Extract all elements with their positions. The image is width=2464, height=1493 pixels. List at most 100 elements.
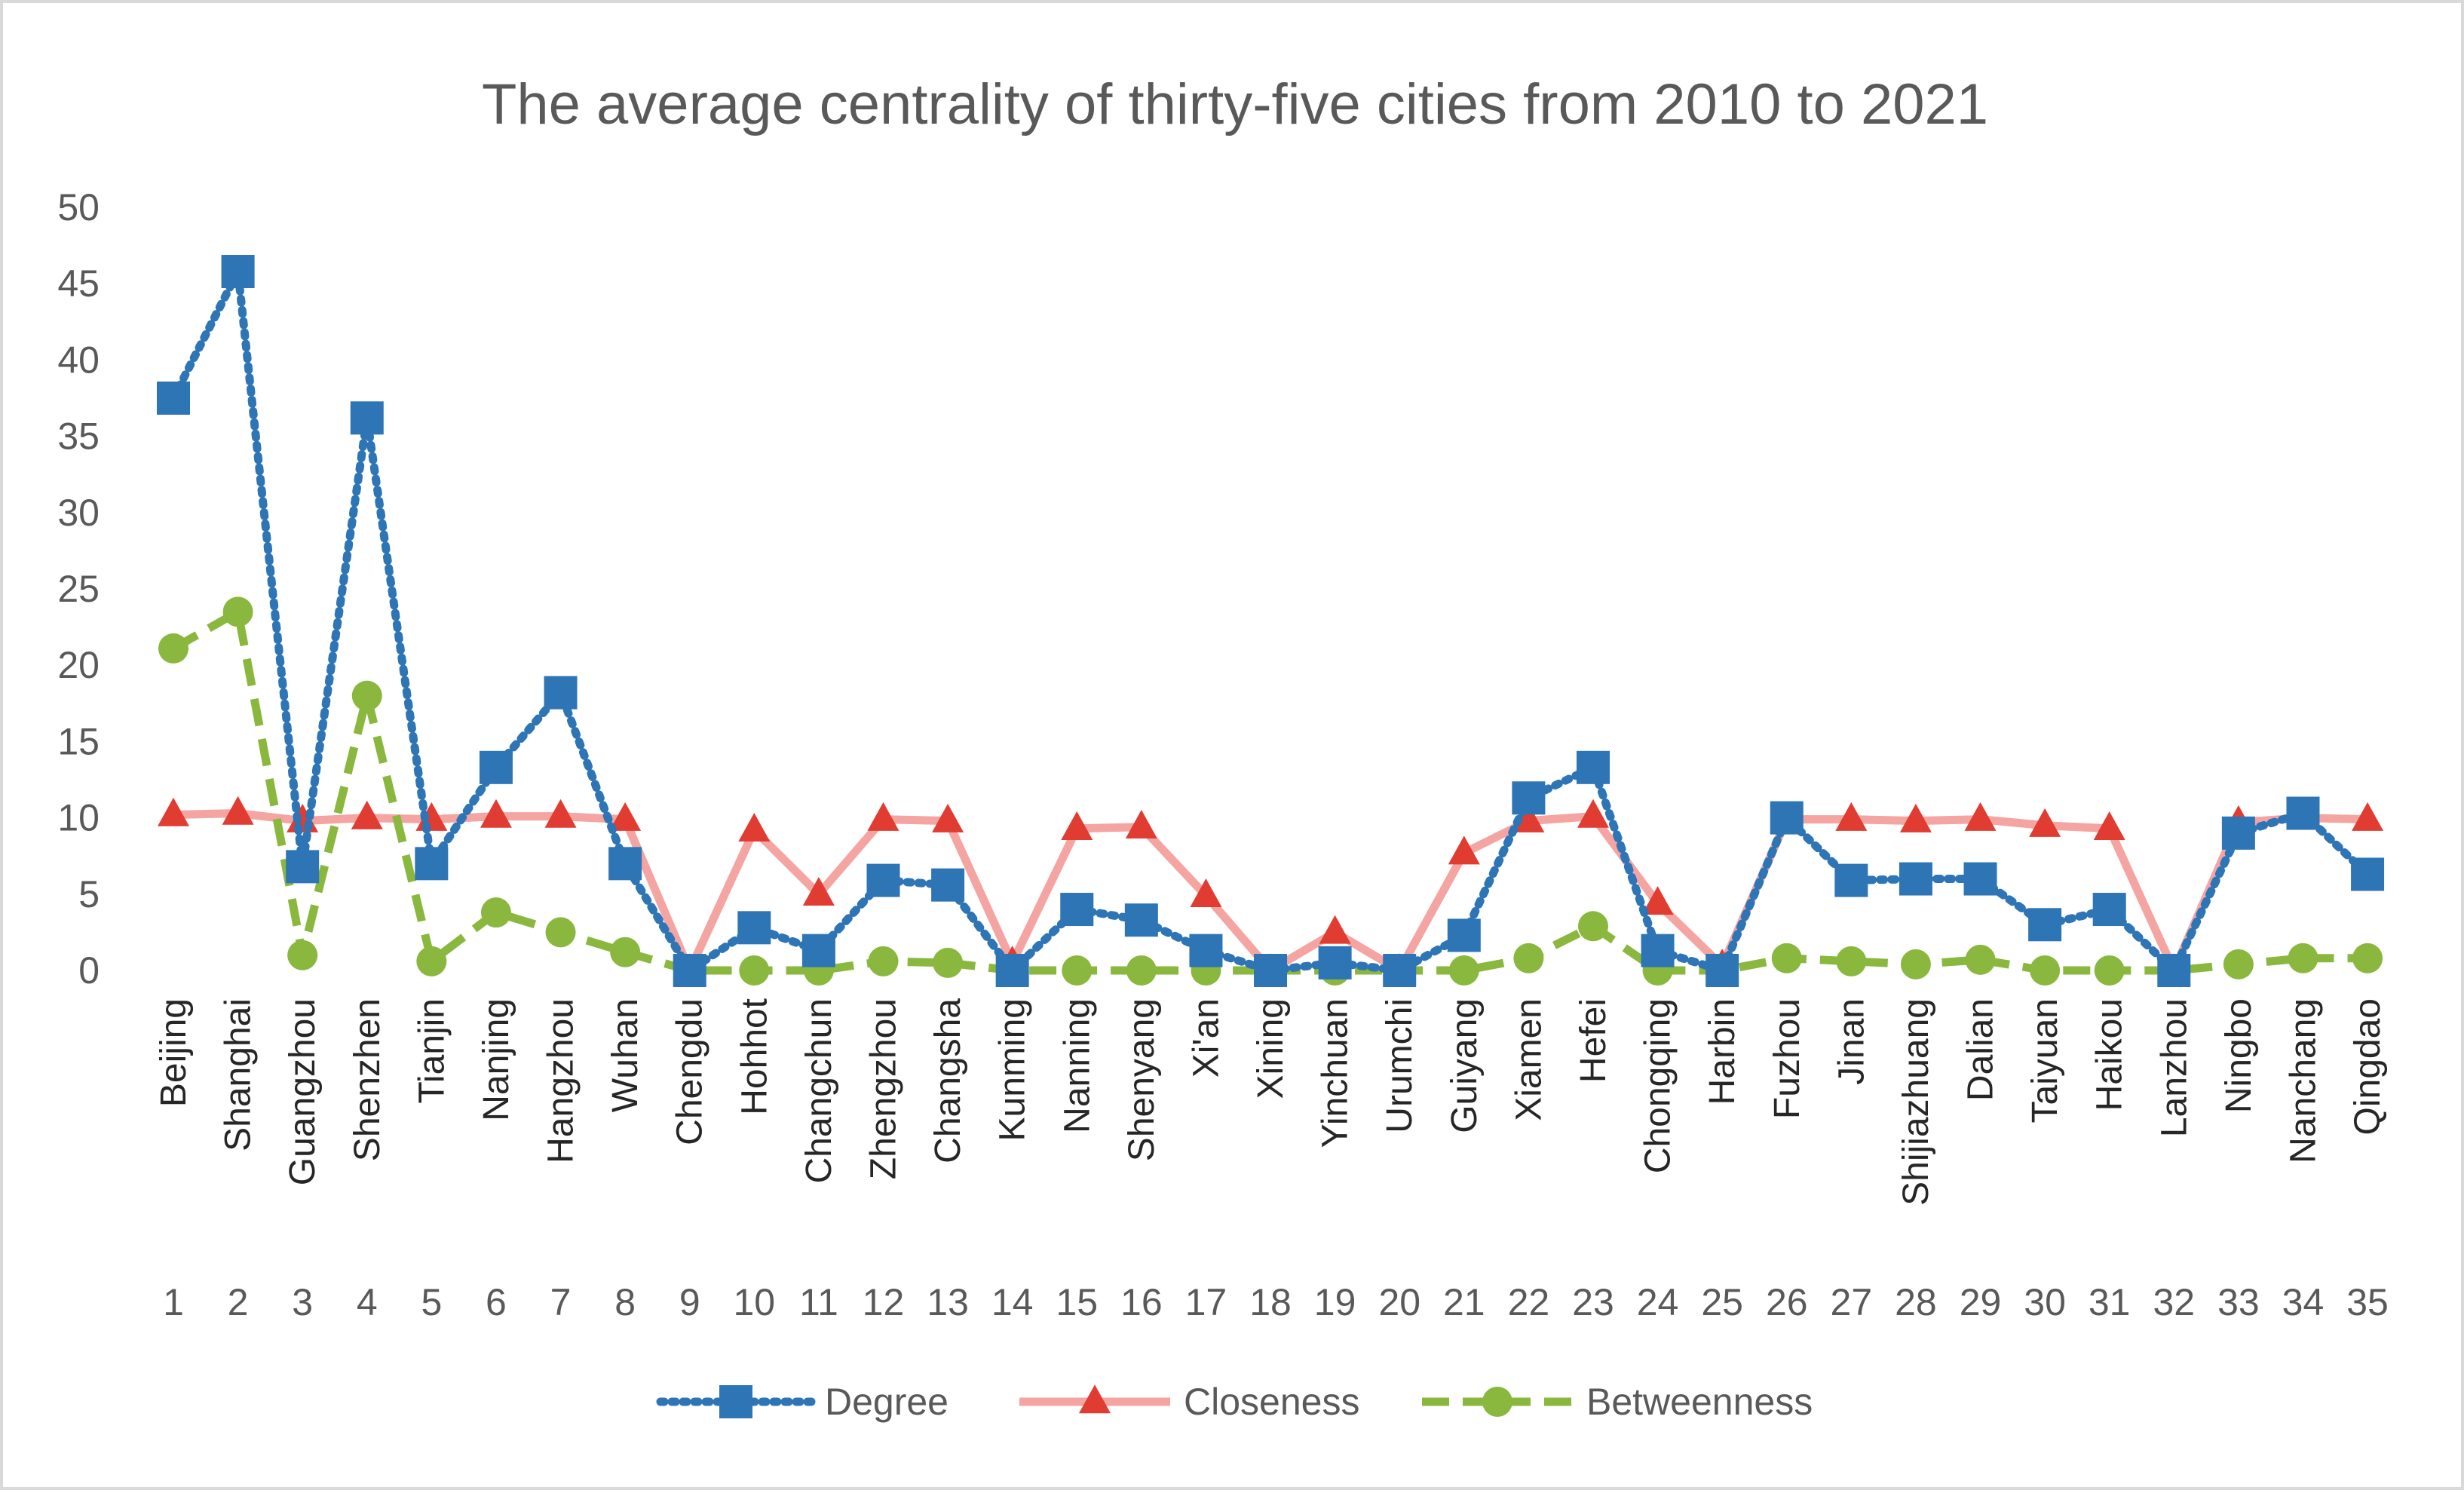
index-label: 33	[2217, 1281, 2260, 1323]
closeness-point-19	[1319, 915, 1351, 944]
closeness-point-29	[1964, 802, 1997, 831]
category-label-zhengzhou: Zhengzhou	[863, 998, 903, 1179]
category-label-guangzhou: Guangzhou	[283, 998, 323, 1185]
closeness-point-27	[1835, 802, 1868, 831]
betweenness-point-16	[1126, 955, 1157, 986]
closeness-point-11	[802, 877, 835, 906]
closeness-point-21	[1448, 835, 1480, 865]
category-label-changsha: Changsha	[928, 998, 968, 1163]
closeness-point-35	[2352, 802, 2384, 831]
betweenness-point-29	[1965, 944, 1996, 975]
degree-point-6	[479, 750, 513, 784]
legend[interactable]: Degree Closeness Betweenness	[656, 1381, 1813, 1423]
index-label: 31	[2089, 1281, 2131, 1323]
category-label-wuhan: Wuhan	[605, 998, 645, 1112]
y-tick-label: 40	[57, 339, 100, 381]
category-labels: Beijing Shanghai Guangzhou Shenzhen Tianjin N…	[154, 998, 2388, 1206]
index-label: 20	[1378, 1281, 1420, 1323]
degree-point-21	[1447, 918, 1481, 952]
index-label: 3	[292, 1281, 313, 1323]
category-label-chongqing: Chongqing	[1638, 998, 1678, 1173]
degree-point-26	[1770, 801, 1804, 835]
y-tick-label: 0	[78, 949, 100, 992]
index-label: 8	[614, 1281, 636, 1323]
category-label-yinchuan: Yinchuan	[1316, 998, 1356, 1148]
category-label-qingdao: Qingdao	[2348, 998, 2388, 1135]
index-label: 21	[1443, 1281, 1485, 1323]
closeness-point-23	[1577, 799, 1609, 828]
index-label: 35	[2346, 1281, 2389, 1323]
category-label-beijing: Beijing	[154, 998, 194, 1107]
closeness-point-2	[222, 796, 254, 825]
degree-point-1	[157, 382, 190, 415]
category-label-xiamen: Xiamen	[1509, 998, 1549, 1121]
degree-point-15	[1060, 893, 1094, 927]
y-axis-ticks: 0 5 10 15 20 25 30 35 40 45 50	[57, 186, 100, 992]
betweenness-point-26	[1771, 943, 1802, 973]
betweenness-point-21	[1448, 955, 1479, 986]
betweenness-point-35	[2352, 943, 2383, 973]
closeness-point-16	[1125, 809, 1157, 838]
degree-point-30	[2028, 908, 2062, 942]
betweenness-point-34	[2288, 943, 2318, 973]
index-label: 14	[991, 1281, 1034, 1323]
degree-point-29	[1963, 862, 1997, 896]
index-label: 28	[1895, 1281, 1937, 1323]
degree-point-20	[1383, 954, 1417, 987]
legend-label-degree: Degree	[825, 1381, 949, 1423]
index-label: 23	[1572, 1281, 1614, 1323]
betweenness-point-4	[351, 680, 382, 711]
degree-point-35	[2351, 857, 2385, 891]
category-label-shenzhen: Shenzhen	[348, 998, 388, 1161]
y-tick-label: 35	[57, 415, 100, 458]
category-label-shenyang: Shenyang	[1122, 998, 1162, 1161]
index-label: 6	[486, 1281, 507, 1323]
betweenness-point-30	[2030, 955, 2061, 986]
index-label: 17	[1185, 1281, 1227, 1323]
degree-point-7	[544, 676, 578, 710]
betweenness-point-1	[158, 633, 188, 664]
degree-point-9	[673, 954, 706, 987]
closeness-point-24	[1641, 886, 1674, 915]
index-label: 25	[1701, 1281, 1743, 1323]
y-tick-label: 30	[57, 492, 100, 534]
series-layer	[157, 255, 2385, 987]
degree-point-5	[415, 847, 449, 881]
degree-point-4	[350, 401, 384, 435]
closeness-point-4	[351, 800, 383, 829]
degree-point-25	[1705, 954, 1739, 987]
line-chart: The average centrality of thirty-five ci…	[57, 72, 2389, 1423]
category-label-kunming: Kunming	[993, 998, 1033, 1141]
legend-item-degree: Degree	[656, 1381, 949, 1423]
category-label-shijiazhuang: Shijiazhuang	[1896, 998, 1936, 1206]
legend-label-betweenness: Betweenness	[1586, 1381, 1813, 1423]
closeness-point-12	[867, 802, 899, 831]
betweenness-point-6	[480, 897, 511, 928]
category-label-ningbo: Ningbo	[2219, 998, 2259, 1113]
y-tick-label: 50	[57, 186, 100, 228]
betweenness-point-2	[222, 596, 253, 627]
betweenness-point-3	[287, 940, 318, 970]
index-label: 10	[733, 1281, 775, 1323]
y-tick-label: 10	[57, 797, 100, 839]
index-label: 34	[2282, 1281, 2325, 1323]
closeness-point-15	[1061, 811, 1093, 840]
degree-point-17	[1189, 934, 1223, 967]
degree-point-27	[1834, 863, 1868, 897]
index-label: 2	[228, 1281, 249, 1323]
category-label-lanzhou: Lanzhou	[2154, 998, 2194, 1137]
category-label-nanning: Nanning	[1057, 998, 1097, 1133]
legend-marker-closeness	[1079, 1384, 1111, 1414]
index-label: 27	[1831, 1281, 1873, 1323]
index-label: 18	[1249, 1281, 1292, 1323]
legend-marker-betweenness	[1482, 1387, 1512, 1417]
index-label: 12	[863, 1281, 905, 1323]
degree-point-8	[608, 847, 642, 881]
index-label: 11	[799, 1281, 838, 1323]
degree-point-31	[2092, 893, 2126, 927]
series-line-degree	[169, 267, 2372, 975]
degree-point-23	[1576, 750, 1610, 784]
category-label-hefei: Hefei	[1574, 998, 1614, 1083]
category-label-nanjing: Nanjing	[477, 998, 516, 1121]
category-label-haikou: Haikou	[2090, 998, 2130, 1111]
